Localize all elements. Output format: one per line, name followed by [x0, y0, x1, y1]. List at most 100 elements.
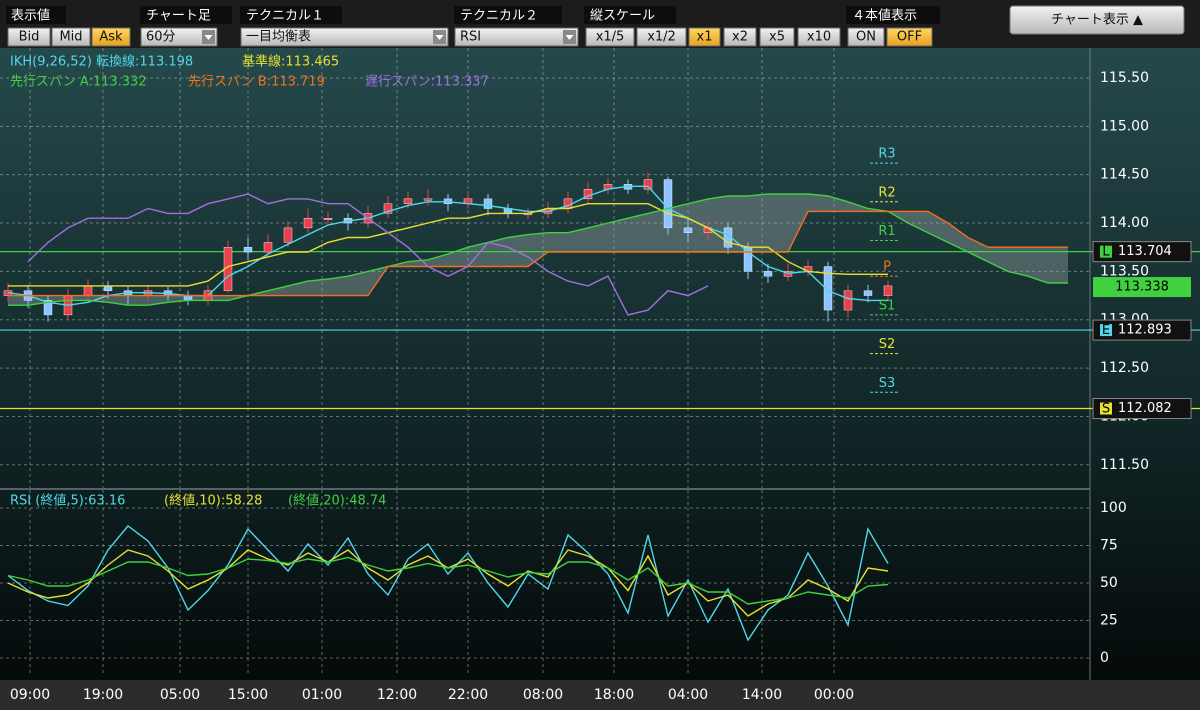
y-tick-label: 50 — [1100, 575, 1118, 591]
button-label: x1/5 — [596, 30, 625, 45]
candle-body — [843, 290, 853, 311]
toggle-button[interactable] — [688, 27, 721, 47]
toggle-button[interactable] — [723, 27, 757, 47]
level-box — [1092, 319, 1192, 341]
y-tick-label: 113.50 — [1100, 263, 1149, 279]
candle-body — [403, 198, 413, 204]
level-tag-box — [1100, 245, 1112, 258]
arrow-icon — [435, 35, 444, 40]
button-label: Bid — [19, 30, 40, 45]
toggle-button[interactable] — [7, 27, 51, 47]
chart-toggle-button[interactable] — [1009, 5, 1185, 35]
arrow-icon — [565, 35, 574, 40]
x-tick-label: 12:00 — [377, 687, 417, 703]
x-tick-label: 15:00 — [228, 687, 268, 703]
level-value: 113.704 — [1118, 244, 1172, 259]
y-tick-label: 112.50 — [1100, 360, 1149, 376]
section-title: 表示値 — [11, 8, 50, 24]
button-label: Ask — [99, 30, 123, 45]
section-title: テクニカル２ — [460, 9, 538, 24]
candle-body — [823, 266, 833, 311]
candle-body — [643, 179, 653, 190]
candle-body — [103, 285, 113, 291]
button-label: OFF — [897, 30, 922, 45]
button-label: x1/2 — [647, 30, 676, 45]
y-tick-label: 100 — [1100, 500, 1127, 516]
tab — [240, 6, 342, 24]
section-title: テクニカル１ — [246, 9, 324, 24]
arrow-icon — [204, 35, 213, 40]
candle-body — [263, 242, 273, 253]
candle-body — [863, 290, 873, 296]
level-tag: L — [1102, 245, 1110, 260]
level-box — [1092, 398, 1192, 420]
legend-entry: RSI (終値,5):63.16 — [10, 493, 125, 509]
toggle-button[interactable] — [636, 27, 687, 47]
x-tick-label: 18:00 — [594, 687, 634, 703]
toggle-button[interactable] — [91, 27, 131, 47]
section-title: 縦スケール — [590, 9, 655, 24]
candle-body — [883, 285, 893, 296]
level-tag-box — [1100, 324, 1112, 337]
candle-body — [483, 198, 493, 209]
level-box — [1092, 241, 1192, 263]
toggle-button[interactable] — [759, 27, 795, 47]
section-title: ４本値表示 — [852, 8, 917, 24]
legend-entry: 基準線:113.465 — [242, 54, 339, 70]
x-tick-label: 04:00 — [668, 687, 708, 703]
button-label: x10 — [807, 30, 831, 45]
tab — [6, 6, 66, 24]
time-axis-bar — [0, 680, 1200, 710]
pivot-label: S1 — [879, 298, 896, 313]
indicator-line — [8, 210, 1068, 297]
tab — [454, 6, 562, 24]
y-tick-label: 0 — [1100, 650, 1109, 666]
pivot-label: S2 — [879, 337, 896, 352]
y-tick-label: 75 — [1100, 538, 1118, 554]
y-tick-label: 114.50 — [1100, 167, 1149, 183]
legend-entry: 先行スパン B:113.719 — [188, 75, 325, 90]
technical2-select[interactable] — [454, 27, 579, 47]
x-tick-label: 00:00 — [814, 687, 854, 703]
toggle-button[interactable] — [51, 27, 91, 47]
button-label: Mid — [59, 30, 82, 45]
indicator-line — [7, 556, 889, 605]
chart-background — [0, 48, 1200, 680]
legend-entry: (終値,20):48.74 — [288, 493, 386, 509]
legend-entry: (終値,10):58.28 — [164, 493, 262, 509]
indicator-line — [8, 193, 1068, 306]
tab — [846, 6, 940, 24]
x-tick-label: 14:00 — [742, 687, 782, 703]
y-tick-label: 25 — [1100, 613, 1118, 629]
level-tag-box — [1100, 402, 1112, 415]
legend-entry: 遅行スパン:113.337 — [365, 75, 489, 90]
candle-body — [243, 247, 253, 253]
candle-body — [743, 247, 753, 272]
candle-body — [663, 179, 673, 229]
tab — [140, 6, 232, 24]
toggle-button[interactable] — [847, 27, 885, 47]
candle-body — [323, 217, 333, 220]
button-label: x5 — [769, 30, 785, 45]
select-value: RSI — [460, 30, 481, 45]
pivot-label: R2 — [878, 185, 895, 200]
technical1-select[interactable] — [240, 27, 449, 47]
toggle-button[interactable] — [797, 27, 841, 47]
select-value: 60分 — [146, 30, 176, 45]
indicator-line — [27, 193, 709, 316]
indicator-line — [8, 203, 888, 287]
timeframe-select[interactable] — [140, 27, 218, 47]
select-value: 一目均衡表 — [246, 30, 311, 45]
level-tag: E — [1102, 323, 1110, 338]
button-label: ON — [856, 30, 876, 45]
toggle-button[interactable] — [886, 27, 933, 47]
x-tick-label: 08:00 — [523, 687, 563, 703]
y-tick-label: 115.00 — [1100, 118, 1149, 134]
toggle-button[interactable] — [585, 27, 635, 47]
y-tick-label: 111.50 — [1100, 457, 1149, 473]
candle-body — [423, 198, 433, 201]
indicator-line — [7, 525, 889, 642]
candle-body — [83, 285, 93, 296]
x-tick-label: 01:00 — [302, 687, 342, 703]
button-label: x1 — [697, 30, 713, 45]
